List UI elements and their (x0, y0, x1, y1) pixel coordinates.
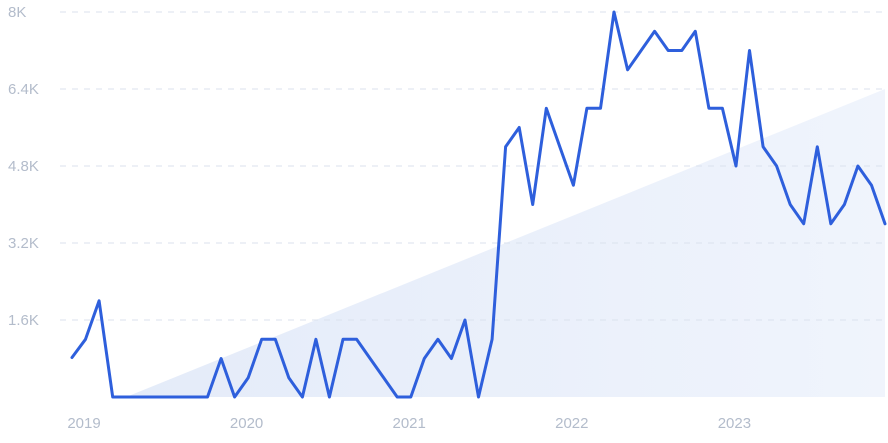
x-axis-ticks: 2019 2020 2021 2022 2023 (67, 415, 751, 432)
x-tick-label: 2023 (718, 415, 751, 432)
y-tick-label: 1.6K (8, 312, 39, 329)
y-axis-ticks: 1.6K 3.2K 4.8K 6.4K 8K (8, 4, 39, 329)
x-tick-label: 2022 (555, 415, 588, 432)
y-tick-label: 3.2K (8, 235, 39, 252)
y-tick-label: 4.8K (8, 158, 39, 175)
y-tick-label: 8K (8, 4, 26, 21)
y-tick-label: 6.4K (8, 81, 39, 98)
x-tick-label: 2019 (67, 415, 100, 432)
series-line (70, 10, 887, 399)
series-layer (70, 10, 887, 399)
gridlines (60, 11, 888, 321)
x-tick-label: 2021 (393, 415, 426, 432)
x-tick-label: 2020 (230, 415, 263, 432)
